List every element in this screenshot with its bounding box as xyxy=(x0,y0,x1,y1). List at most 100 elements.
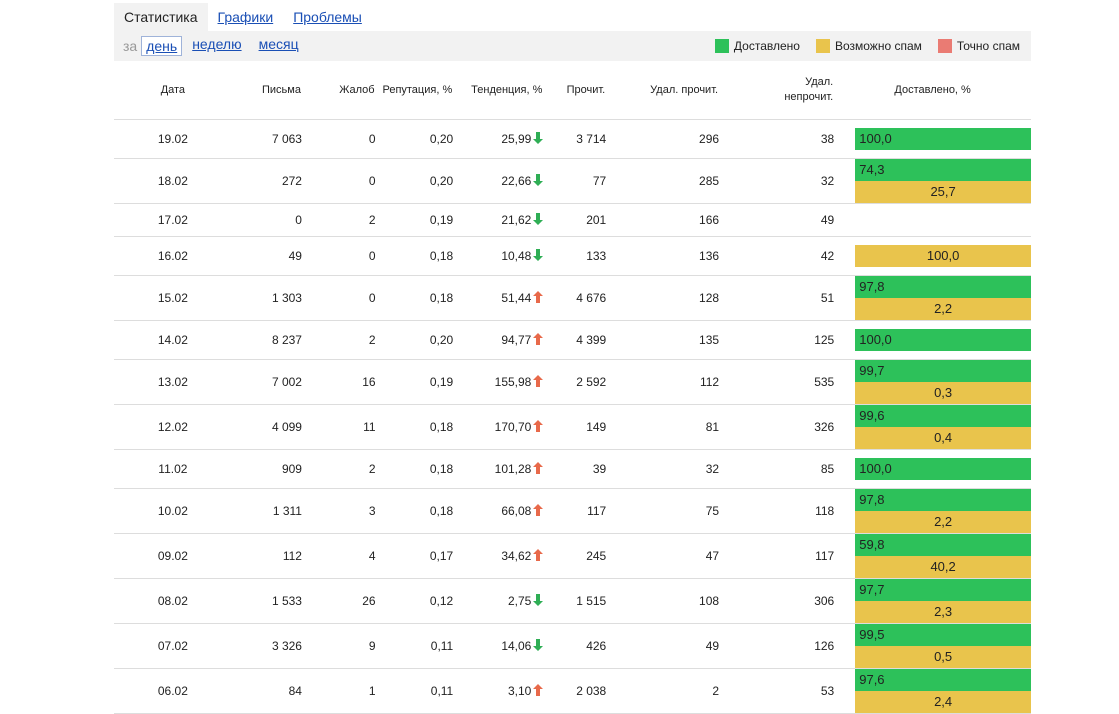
bar-segment: 97,8 xyxy=(855,489,1031,511)
arrow-shape xyxy=(533,333,544,345)
cell-text: 47 xyxy=(705,549,720,563)
period-option[interactable]: месяц xyxy=(258,36,299,52)
cell-text: 126 xyxy=(814,639,835,653)
arrow-shape xyxy=(533,213,544,225)
table-cell: 101,28 xyxy=(453,449,544,489)
table-row: 07.02 3 326 9 0,11 14,06 426 49 126 99,5 0,5 xyxy=(114,623,1031,669)
table-cell: 09.02 xyxy=(114,533,232,579)
table-cell: 909 xyxy=(231,449,302,489)
stacked-bar: 99,7 0,3 xyxy=(855,360,1031,404)
bar-segment: 99,6 xyxy=(855,405,1031,427)
cell-text: 306 xyxy=(814,594,835,608)
bar-cell: 99,5 0,5 xyxy=(834,623,1031,669)
bar-cell: 100,0 xyxy=(834,320,1031,360)
cell-text: 117 xyxy=(587,504,607,518)
bar-label: 2,2 xyxy=(934,301,953,316)
cell-text: 112 xyxy=(282,549,302,563)
column-header: Удал. непрочит. xyxy=(784,76,834,103)
bar-segment: 40,2 xyxy=(855,556,1031,578)
table-cell: 47 xyxy=(606,533,720,579)
toolbar: за день неделю месяц Доставлено Возможно сп… xyxy=(114,31,1031,61)
column-header: Доставлено, % xyxy=(894,83,971,96)
table-cell: 49 xyxy=(231,236,302,276)
cell-text: 133 xyxy=(586,249,607,263)
cell-text: 118 xyxy=(815,504,835,518)
table-cell: 285 xyxy=(606,158,720,204)
bar-segment: 100,0 xyxy=(855,458,1031,480)
cell-text: 1 515 xyxy=(576,594,607,608)
cell-text: 170,70 xyxy=(494,420,532,434)
trend-arrow xyxy=(533,420,544,432)
table-cell: 272 xyxy=(231,158,302,204)
stacked-bar: 59,8 40,2 xyxy=(855,534,1031,578)
table-cell: 3,10 xyxy=(453,668,544,714)
cell-text: 09.02 xyxy=(157,549,188,563)
table-row: 18.02 272 0 0,20 22,66 77 285 32 74,3 25,7 xyxy=(114,158,1031,204)
column-header: Дата xyxy=(160,83,186,96)
bar-segment: 0,4 xyxy=(855,427,1031,449)
legend-label: Доставлено xyxy=(733,39,800,53)
table-cell: 166 xyxy=(606,203,720,237)
table-row: 09.02 112 4 0,17 34,62 245 47 117 59,8 40,2 xyxy=(114,533,1031,579)
trend-arrow xyxy=(533,333,544,345)
table-cell: 1 303 xyxy=(231,275,302,321)
period-option[interactable]: неделю xyxy=(192,36,242,52)
table-cell: 0,18 xyxy=(375,275,454,321)
period-option[interactable]: день xyxy=(141,36,183,56)
bar-segment: 100,0 xyxy=(855,329,1031,351)
bar-label: 99,6 xyxy=(859,408,885,423)
cell-text: 49 xyxy=(288,249,302,263)
table-cell: 201 xyxy=(543,203,607,237)
table-cell: 155,98 xyxy=(453,359,544,405)
arrow-shape xyxy=(533,174,544,186)
legend-label: Возможно спам xyxy=(834,39,922,53)
table-row: 08.02 1 533 26 0,12 2,75 1 515 108 306 97,7 2,3 xyxy=(114,578,1031,624)
cell-text: 4 399 xyxy=(576,333,607,347)
arrow-shape xyxy=(533,504,544,516)
arrow-shape xyxy=(533,291,544,303)
cell-text: 3 714 xyxy=(576,132,607,146)
arrow-shape xyxy=(533,684,544,696)
cell-text: 26 xyxy=(362,594,376,608)
table-cell: 08.02 xyxy=(114,578,232,624)
table-cell: 75 xyxy=(606,488,720,534)
bar-cell xyxy=(834,203,1031,237)
tab[interactable]: Проблемы xyxy=(293,9,362,25)
cell-text: 166 xyxy=(699,213,720,227)
cell-text: 42 xyxy=(820,249,835,263)
trend-arrow xyxy=(533,639,544,651)
cell-text: 49 xyxy=(705,639,720,653)
table-cell: 3 714 xyxy=(543,119,607,159)
table-cell: 125 xyxy=(719,320,835,360)
bar-segment: 74,3 xyxy=(855,159,1031,181)
cell-text: 32 xyxy=(705,462,720,476)
cell-text: 0,19 xyxy=(429,213,454,227)
table-cell: 13.02 xyxy=(114,359,232,405)
column-header: Репутация, % xyxy=(382,83,453,96)
stacked-bar: 100,0 xyxy=(855,128,1031,150)
table-cell: 94,77 xyxy=(453,320,544,360)
trend-arrow xyxy=(533,291,544,303)
cell-text: 2 xyxy=(712,684,720,698)
legend-item: Точно спам xyxy=(937,39,1020,53)
cell-text: 4 xyxy=(368,549,376,563)
table-cell: 16.02 xyxy=(114,236,232,276)
trend-arrow xyxy=(533,594,544,606)
table-cell: 535 xyxy=(719,359,835,405)
bar-cell: 59,8 40,2 xyxy=(834,533,1031,579)
table-cell: 0 xyxy=(301,119,376,159)
legend: Доставлено Возможно спам Точно спам xyxy=(699,39,1020,53)
tab[interactable]: Статистика xyxy=(114,3,208,31)
table-row: 10.02 1 311 3 0,18 66,08 117 75 118 97,8 2,2 xyxy=(114,488,1031,534)
trend-arrow xyxy=(533,549,544,561)
table-row: 12.02 4 099 11 0,18 170,70 149 81 326 99,6 0,4 xyxy=(114,404,1031,450)
table-cell: 2 xyxy=(301,203,376,237)
cell-text: 0 xyxy=(368,249,376,263)
trend-arrow xyxy=(533,684,544,696)
tab[interactable]: Графики xyxy=(217,9,274,25)
cell-text: 136 xyxy=(699,249,720,263)
cell-text: 3 xyxy=(368,504,376,518)
table-cell: 117 xyxy=(719,533,835,579)
table-cell: 1 311 xyxy=(231,488,302,534)
table-cell: 34,62 xyxy=(453,533,544,579)
